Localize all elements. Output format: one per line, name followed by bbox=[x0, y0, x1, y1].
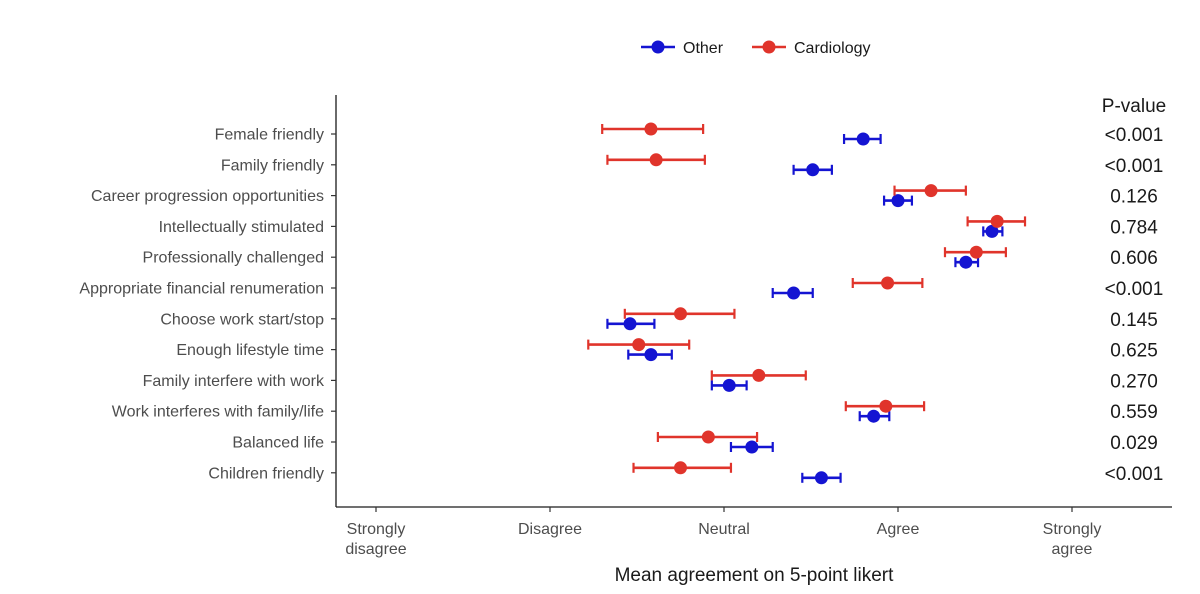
data-point bbox=[814, 471, 828, 485]
series-cardiology bbox=[587, 122, 1027, 475]
x-tick-label: Agree bbox=[877, 521, 920, 538]
legend-item-cardiology: Cardiology bbox=[752, 40, 870, 57]
x-axis-title: Mean agreement on 5-point likert bbox=[615, 565, 895, 586]
category-label: Appropriate financial renumeration bbox=[79, 281, 324, 298]
x-tick-label: Strongly bbox=[1043, 521, 1102, 538]
data-point bbox=[879, 399, 893, 413]
data-point bbox=[856, 132, 870, 146]
data-point bbox=[867, 409, 881, 423]
data-point bbox=[969, 245, 983, 259]
series-other bbox=[606, 132, 1004, 485]
data-point bbox=[623, 317, 637, 331]
data-point bbox=[644, 348, 658, 362]
legend: Other Cardiology bbox=[641, 40, 870, 57]
legend-marker bbox=[762, 40, 776, 54]
data-point bbox=[649, 153, 663, 167]
category-label: Work interferes with family/life bbox=[112, 404, 324, 421]
data-point bbox=[644, 122, 658, 136]
legend-label: Cardiology bbox=[794, 40, 870, 57]
x-tick-label: agree bbox=[1052, 541, 1093, 558]
p-value: 0.126 bbox=[1110, 187, 1158, 208]
plot-area bbox=[587, 122, 1027, 485]
category-label: Professionally challenged bbox=[143, 250, 324, 267]
category-label: Family friendly bbox=[221, 157, 324, 174]
p-value: <0.001 bbox=[1105, 125, 1164, 146]
data-point bbox=[990, 214, 1004, 228]
data-point bbox=[722, 378, 736, 392]
p-value: <0.001 bbox=[1105, 156, 1164, 177]
data-point bbox=[959, 255, 973, 269]
data-point bbox=[745, 440, 759, 454]
p-value: 0.029 bbox=[1110, 433, 1158, 454]
p-value: 0.784 bbox=[1110, 217, 1158, 238]
category-label: Children friendly bbox=[208, 465, 324, 482]
category-label: Intellectually stimulated bbox=[159, 219, 324, 236]
category-label: Career progression opportunities bbox=[91, 188, 324, 205]
data-point bbox=[787, 286, 801, 300]
category-label: Family interfere with work bbox=[143, 373, 325, 390]
x-tick-label: Disagree bbox=[518, 521, 582, 538]
data-point bbox=[881, 276, 895, 290]
p-value: 0.270 bbox=[1110, 371, 1158, 392]
data-point bbox=[674, 307, 687, 321]
p-value: <0.001 bbox=[1105, 279, 1164, 300]
p-value: 0.606 bbox=[1110, 248, 1158, 269]
legend-item-other: Other bbox=[641, 40, 724, 57]
p-value-header: P-value bbox=[1102, 96, 1166, 117]
data-point bbox=[985, 224, 999, 238]
data-point bbox=[891, 194, 905, 208]
axes bbox=[331, 95, 1172, 508]
data-point bbox=[632, 338, 646, 352]
data-point bbox=[701, 430, 715, 444]
category-label: Enough lifestyle time bbox=[176, 342, 324, 359]
x-tick-label: Strongly bbox=[347, 521, 406, 538]
legend-label: Other bbox=[683, 40, 724, 57]
category-label: Choose work start/stop bbox=[160, 311, 324, 328]
p-value: 0.145 bbox=[1110, 310, 1158, 331]
legend-marker bbox=[651, 40, 665, 54]
category-label: Female friendly bbox=[215, 127, 324, 144]
x-axis-ticks: Strongly disagree Disagree Neutral Agree Stro… bbox=[345, 507, 1101, 558]
category-label: Balanced life bbox=[232, 435, 324, 452]
p-value: <0.001 bbox=[1105, 464, 1164, 485]
x-tick-label: disagree bbox=[345, 541, 406, 558]
p-value-column: P-value <0.001 <0.001 0.126 0.784 0.606 <0.001… bbox=[1102, 96, 1166, 485]
data-point bbox=[674, 461, 687, 475]
category-labels: Female friendly Family friendly Career pro… bbox=[79, 127, 325, 483]
data-point bbox=[806, 163, 820, 177]
p-value: 0.559 bbox=[1110, 402, 1158, 423]
x-tick-label: Neutral bbox=[698, 521, 750, 538]
data-point bbox=[924, 184, 938, 198]
p-value: 0.625 bbox=[1110, 341, 1158, 362]
data-point bbox=[752, 368, 766, 382]
